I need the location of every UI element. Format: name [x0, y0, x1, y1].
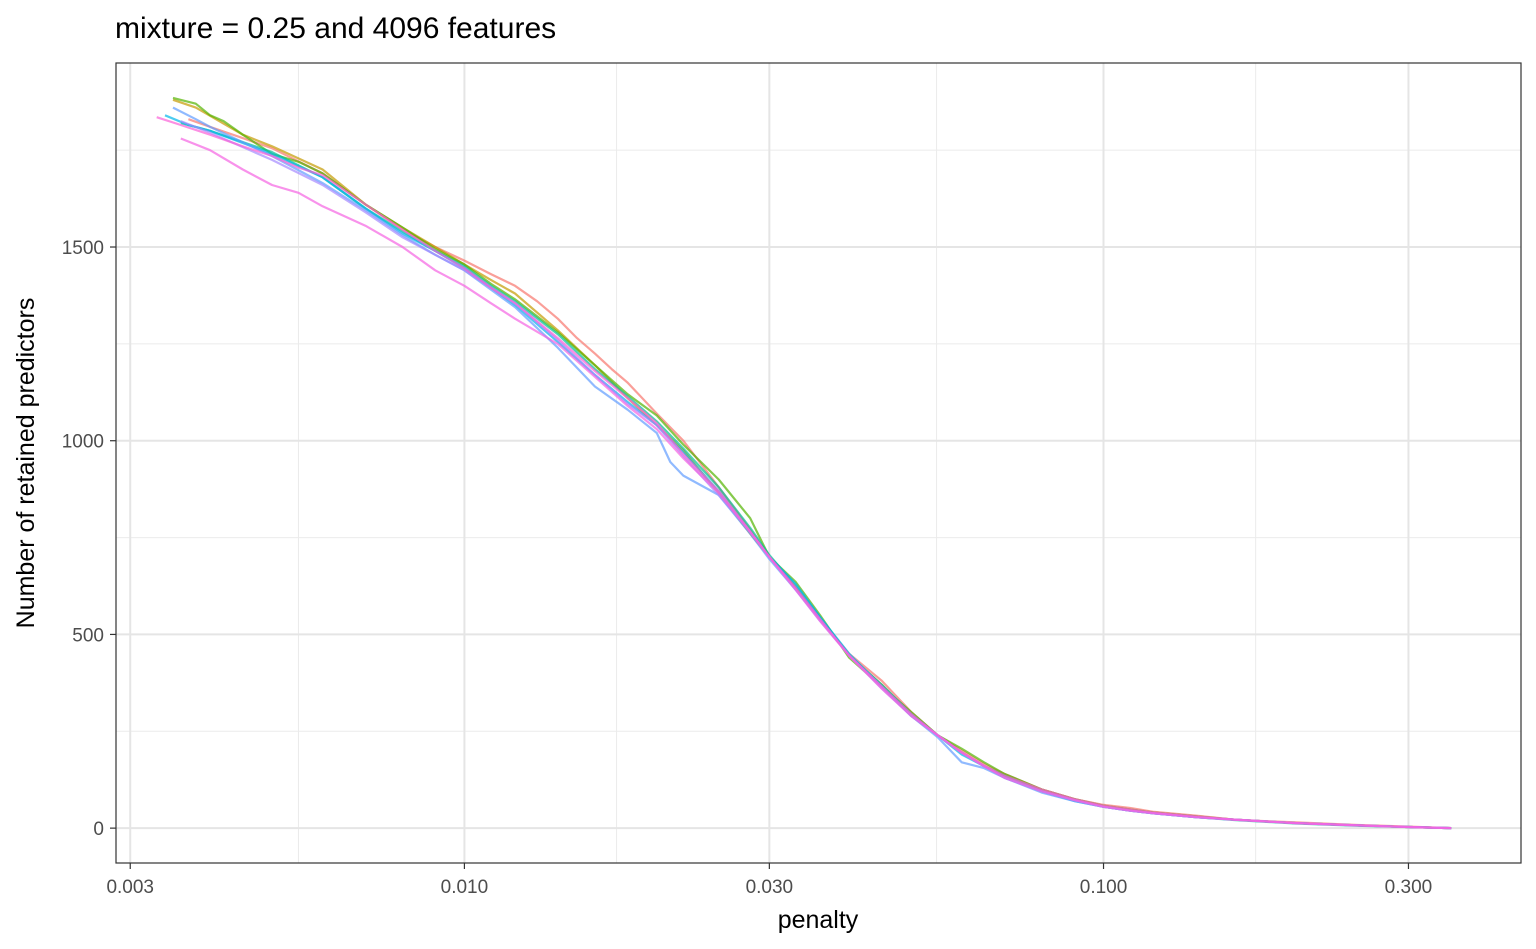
- x-tick-label: 0.100: [1080, 877, 1128, 898]
- plot-panel: [116, 63, 1521, 863]
- x-axis-title: penalty: [778, 906, 859, 934]
- plot-border: [115, 62, 1522, 864]
- x-tick-label: 0.300: [1385, 877, 1433, 898]
- x-axis: 0.003 0.010 0.030 0.100 0.300: [106, 863, 1432, 898]
- y-tick-label: 1000: [62, 432, 104, 453]
- chart-title: mixture = 0.25 and 4096 features: [115, 12, 556, 45]
- y-axis-title: Number of retained predictors: [12, 298, 40, 629]
- x-tick-label: 0.003: [106, 877, 154, 898]
- y-axis: 0 500 1000 1500: [62, 238, 116, 840]
- minor-grid: [116, 63, 1521, 863]
- y-tick-label: 0: [93, 819, 104, 840]
- x-tick-label: 0.030: [746, 877, 794, 898]
- series-layer: [156, 96, 1452, 830]
- y-tick-label: 1500: [62, 238, 104, 259]
- series-line-9: [180, 137, 1452, 830]
- x-tick-label: 0.010: [441, 877, 489, 898]
- major-grid: [116, 63, 1521, 863]
- y-tick-label: 500: [72, 625, 104, 646]
